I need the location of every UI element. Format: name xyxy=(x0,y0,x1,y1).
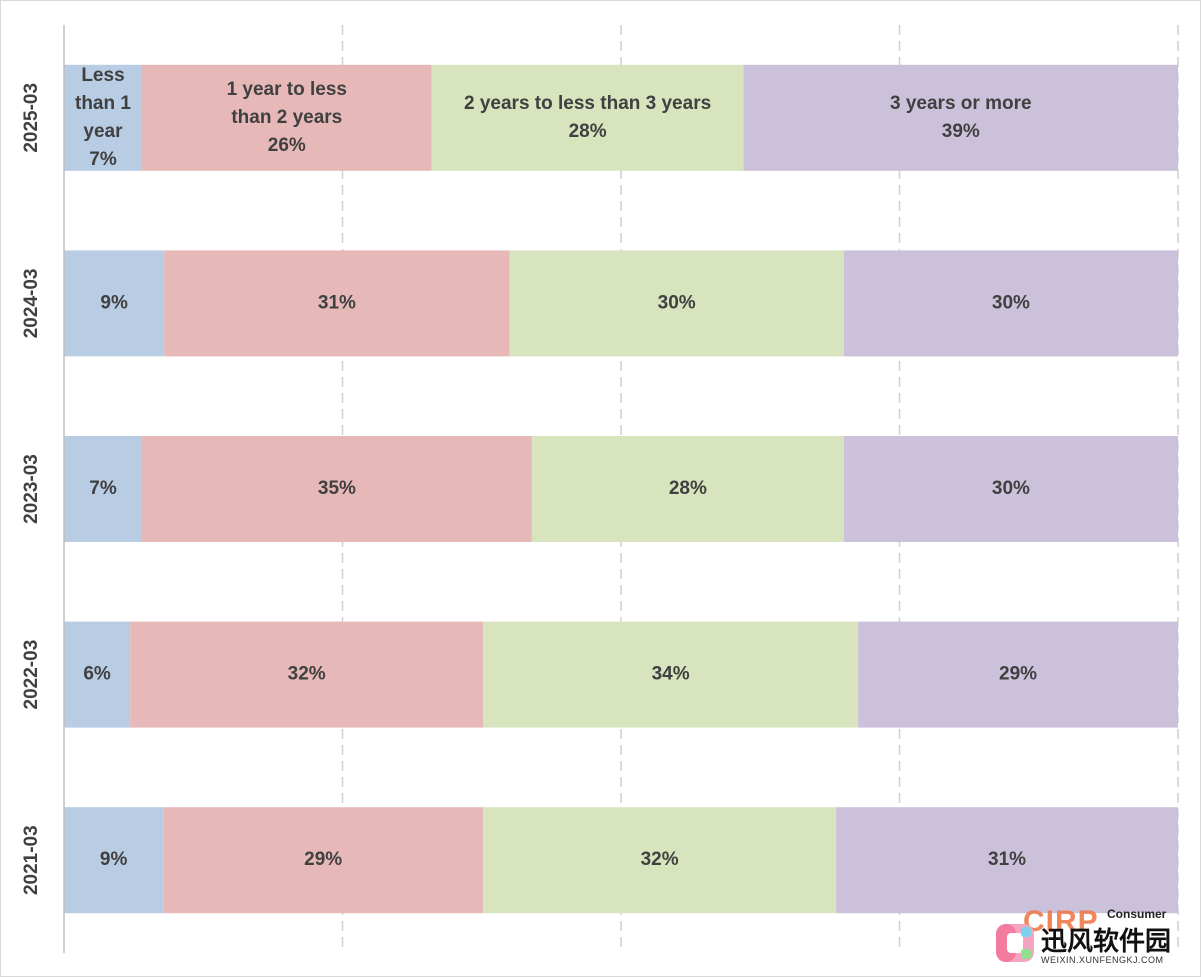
data-label-2024-03-series-1: 9% xyxy=(100,292,128,313)
category-labels: 2025-03 2024-03 2023-03 2022-03 2021-03 xyxy=(21,83,42,895)
bar-2024-03-series-1 xyxy=(64,250,165,357)
data-label-2022-03-series-4: 29% xyxy=(999,664,1037,685)
category-label-2021-03: 2021-03 xyxy=(21,825,42,895)
watermark-url: WEIXIN.XUNFENGKJ.COM xyxy=(1041,955,1164,965)
data-label-2025-03-series-1: Less than 1 year 7% xyxy=(75,65,131,170)
bar-2024-03-series-4 xyxy=(843,250,1178,357)
data-label-2025-03-series-2: 1 year to less than 2 years 26% xyxy=(227,79,347,156)
bar-2021-03-series-2 xyxy=(163,807,484,914)
data-label-2025-03-series-4: 3 years or more 39% xyxy=(890,93,1032,142)
data-label-2021-03-series-1: 9% xyxy=(100,849,128,870)
bar-2021-03-series-4 xyxy=(836,807,1178,914)
data-label-2021-03-series-2: 29% xyxy=(304,849,342,870)
data-label-2024-03-series-3: 30% xyxy=(658,292,696,313)
data-label-2023-03-series-1: 7% xyxy=(89,478,117,499)
data-label-2022-03-series-2: 32% xyxy=(288,664,326,685)
bar-2024-03-series-3 xyxy=(509,250,844,357)
data-label-2023-03-series-4: 30% xyxy=(992,478,1030,499)
watermark: CIRP Consumer 迅风软件园 WEIXIN.XUNFENGKJ.COM xyxy=(995,903,1191,971)
bar-2025-03-series-1 xyxy=(64,64,142,171)
bar-2022-03-series-1 xyxy=(64,621,131,728)
data-label-2023-03-series-2: 35% xyxy=(318,478,356,499)
bar-2024-03-series-2 xyxy=(164,250,510,357)
app-logo-icon xyxy=(996,924,1034,962)
bar-2023-03-series-2 xyxy=(141,436,532,542)
watermark-brand-en: CIRP xyxy=(1023,905,1099,938)
watermark-brand-sub: Consumer xyxy=(1107,907,1167,921)
data-label-2022-03-series-3: 34% xyxy=(652,664,690,685)
data-label-2024-03-series-2: 31% xyxy=(318,292,356,313)
category-label-2023-03: 2023-03 xyxy=(21,454,42,524)
bar-2025-03-series-4 xyxy=(743,64,1178,171)
bar-2025-03-series-2 xyxy=(141,64,432,171)
category-label-2022-03: 2022-03 xyxy=(21,640,42,710)
bar-2021-03-series-1 xyxy=(64,807,164,914)
bar-2023-03-series-3 xyxy=(531,436,844,542)
bar-segments xyxy=(64,64,1178,914)
watermark-brand-cn: 迅风软件园 xyxy=(1041,927,1172,957)
bar-2025-03-series-3 xyxy=(431,64,744,171)
data-label-2025-03-series-3: 2 years to less than 3 years 28% xyxy=(464,93,711,142)
data-label-2024-03-series-4: 30% xyxy=(992,292,1030,313)
category-label-2025-03: 2025-03 xyxy=(21,83,42,153)
data-label-2021-03-series-4: 31% xyxy=(988,849,1026,870)
data-label-2022-03-series-1: 6% xyxy=(83,664,111,685)
data-label-2023-03-series-3: 28% xyxy=(669,478,707,499)
data-label-2021-03-series-3: 32% xyxy=(641,849,679,870)
bar-2021-03-series-3 xyxy=(483,807,837,914)
bar-2022-03-series-4 xyxy=(858,621,1178,728)
category-label-2024-03: 2024-03 xyxy=(21,269,42,339)
bar-2022-03-series-3 xyxy=(483,621,859,728)
data-labels: Less than 1 year 7% 1 year to less than 2 yea… xyxy=(75,65,1037,870)
bar-2022-03-series-2 xyxy=(130,621,484,728)
bar-2023-03-series-4 xyxy=(843,436,1178,542)
bar-2023-03-series-1 xyxy=(64,436,142,542)
